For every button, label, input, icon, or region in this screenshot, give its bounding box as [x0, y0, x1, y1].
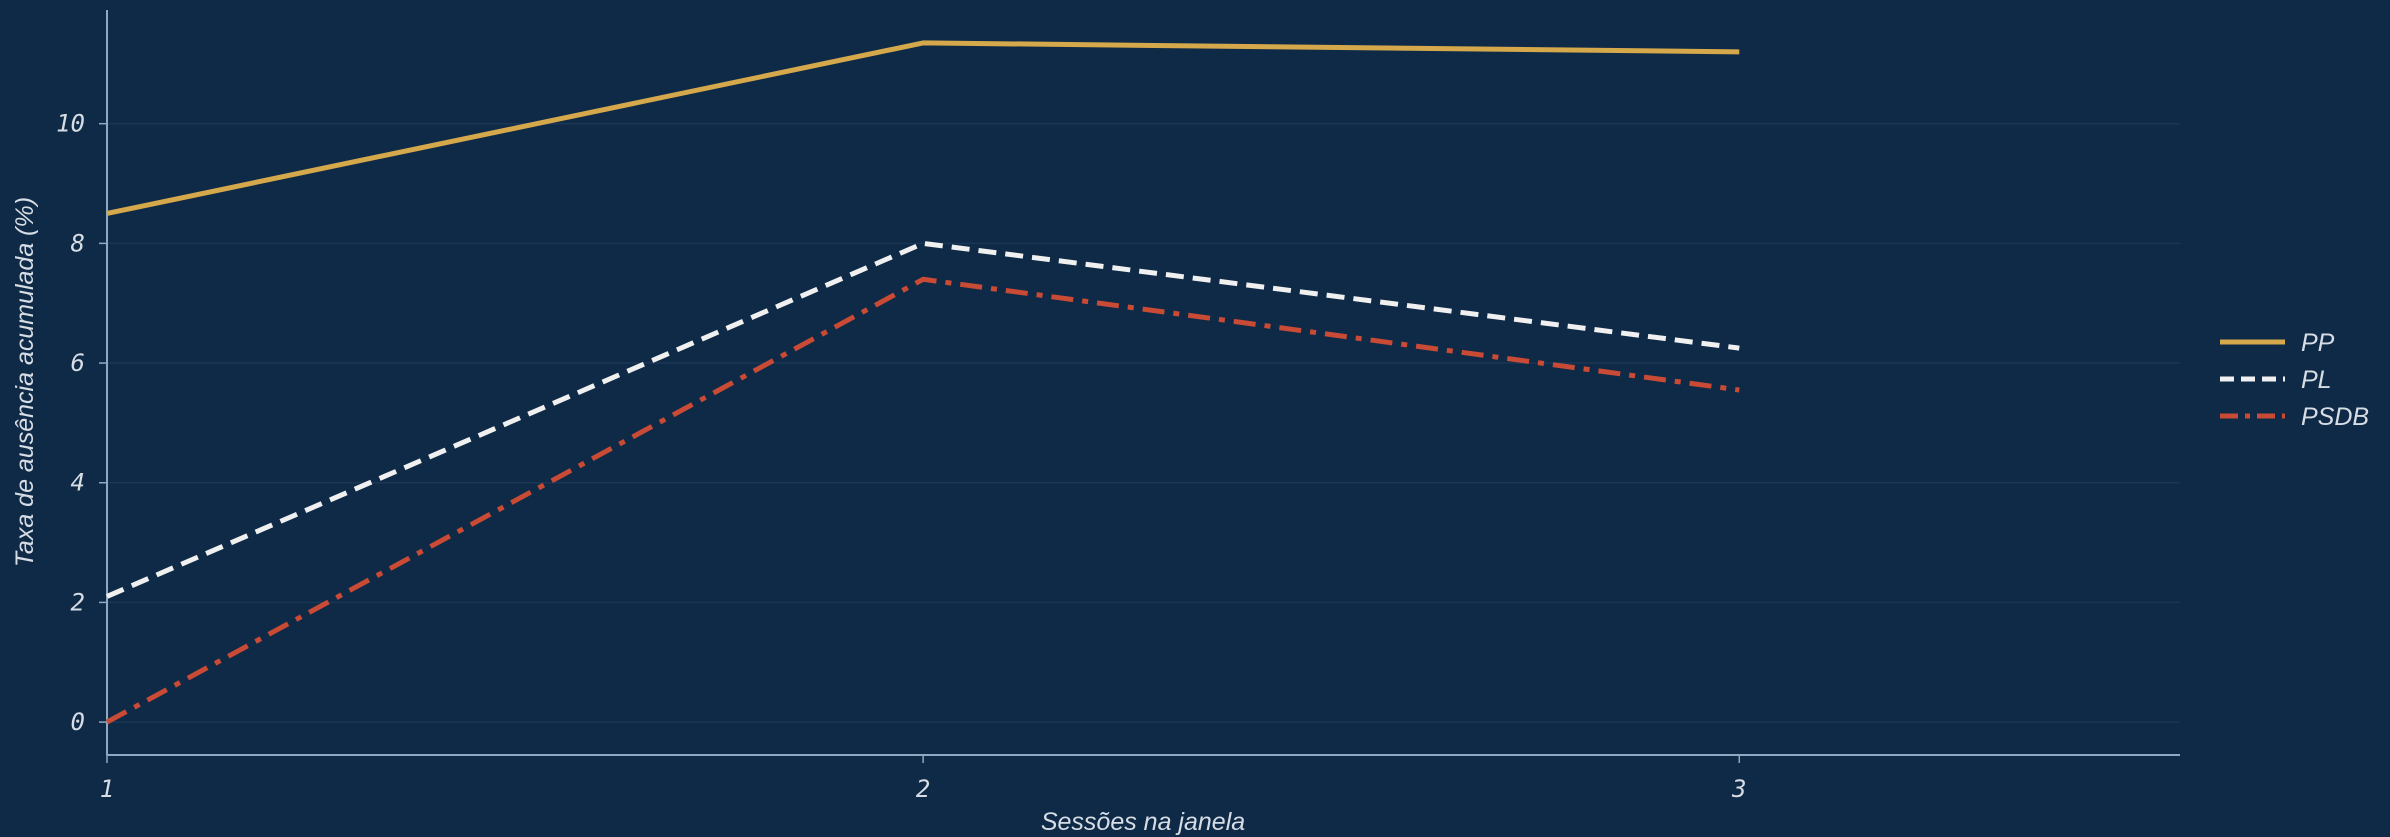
legend-label-pp: PP [2301, 329, 2335, 357]
y-tick-label: 2 [71, 588, 85, 616]
y-tick-label: 6 [71, 349, 85, 377]
legend: PP PL PSDB [2220, 329, 2369, 431]
series-line-pl [106, 240, 1740, 599]
series-line-pp [106, 40, 1740, 216]
series-lines [105, 40, 1740, 725]
legend-label-psdb: PSDB [2301, 403, 2369, 431]
x-tick-label: 3 [1731, 775, 1746, 803]
y-axis-title: Taxa de ausência acumulada (%) [11, 197, 39, 567]
y-tick-label: 10 [56, 110, 85, 138]
x-axis-title: Sessões na janela [1041, 808, 1245, 836]
y-tick-label: 0 [71, 708, 85, 736]
x-tick-label: 1 [100, 775, 114, 803]
x-tick-label: 2 [916, 775, 930, 803]
y-tick-label: 4 [71, 469, 85, 497]
legend-label-pl: PL [2301, 366, 2332, 394]
y-tick-label: 8 [71, 229, 85, 257]
grid-lines [107, 122, 2180, 723]
axes [99, 10, 2180, 763]
series-line-psdb [105, 276, 1740, 725]
